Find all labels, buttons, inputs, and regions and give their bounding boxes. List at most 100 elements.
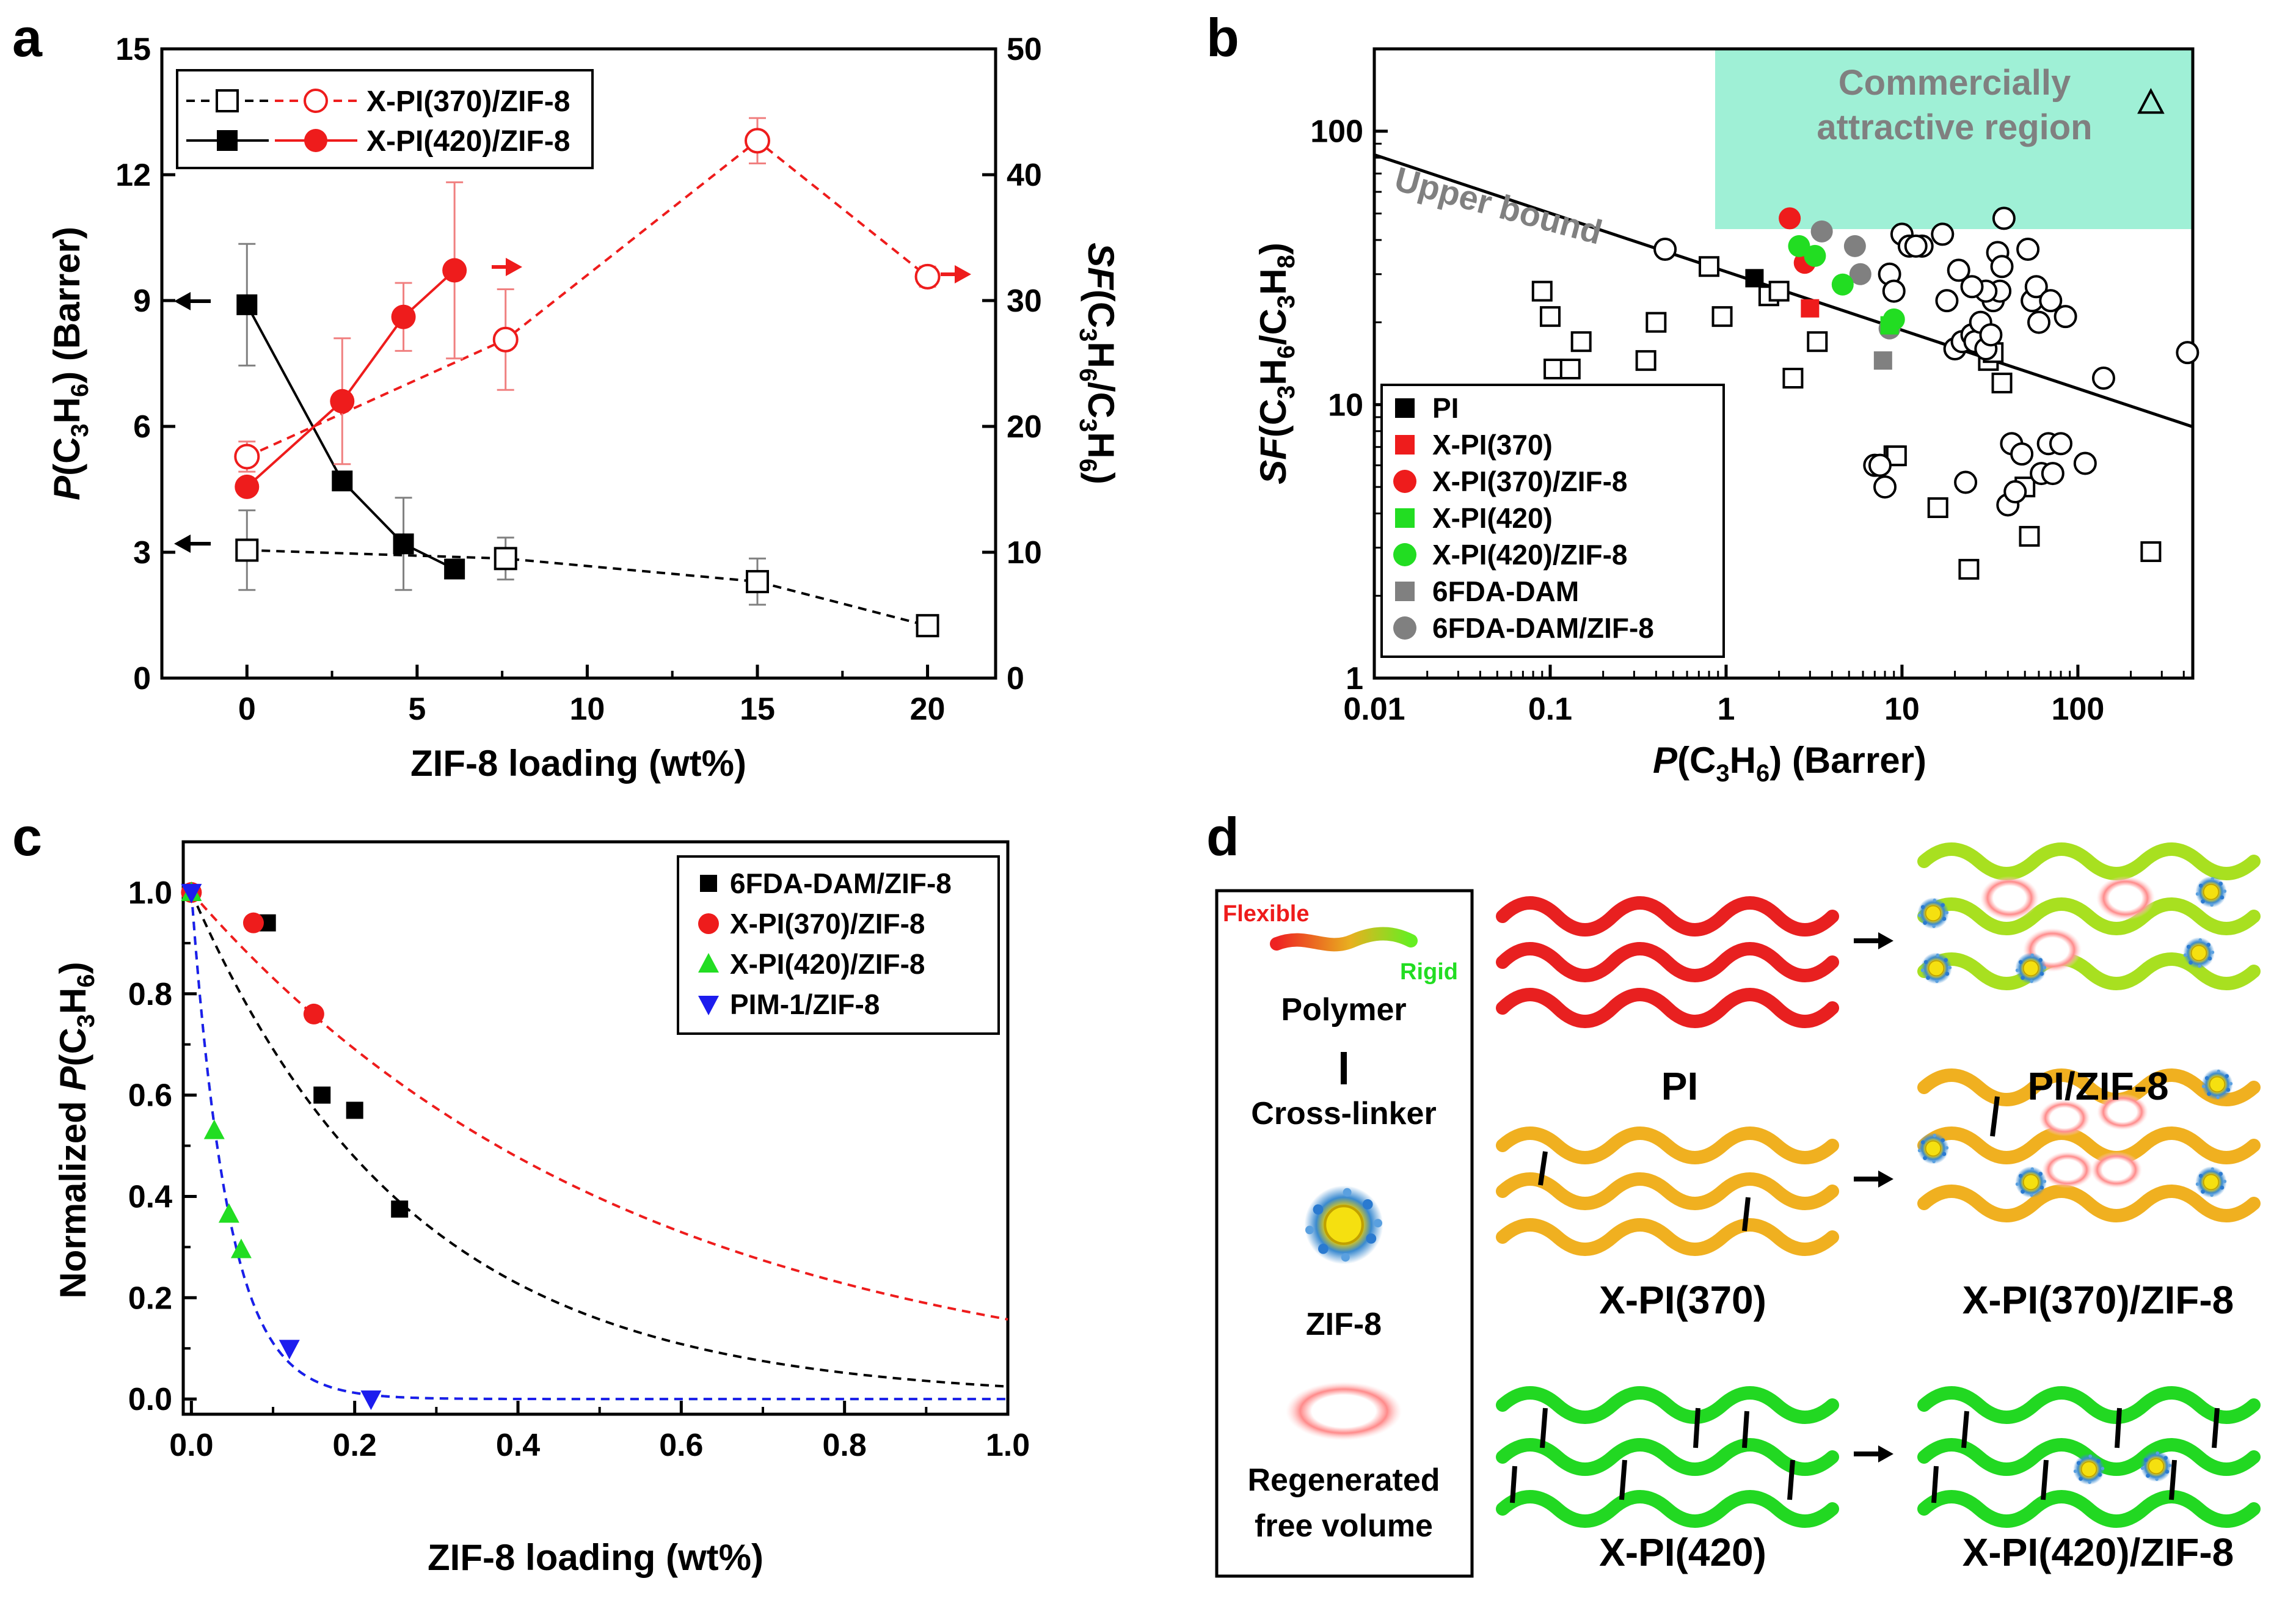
pi-zif8-chain <box>1917 842 2261 880</box>
panel-a-y-tick-label-right: 40 <box>1007 158 1042 193</box>
crosslinker <box>1931 1466 1939 1503</box>
panel-b-region-label-line1: Commercially <box>1839 63 2071 103</box>
panel-c-x-tick-label: 1.0 <box>986 1428 1030 1463</box>
free-volume-pocket <box>2096 876 2155 920</box>
zif8-particle <box>1917 1132 1950 1165</box>
free-volume-pocket <box>2042 1152 2093 1188</box>
panel-c-x-tick-label: 0.6 <box>659 1428 703 1463</box>
panel-a-series-line <box>246 304 456 571</box>
panel-b-data-point <box>1539 306 1561 327</box>
panel-a-data-point <box>391 304 416 329</box>
panel-b-triangle-marker <box>2137 87 2165 114</box>
panel-a-axis-arrows <box>174 258 971 553</box>
panel-c-chart: 0.0 0.2 0.4 0.6 0.8 1.0 0.0 0.2 0.4 0.6 0.8 1.0 6FD… <box>53 840 1030 1578</box>
panel-c-data-point <box>218 1203 239 1223</box>
panel-b-data-point <box>2039 289 2063 313</box>
panel-a-data-point <box>332 470 353 492</box>
panel-b-data-point <box>1745 269 1764 288</box>
xpi370-zif8-chain <box>1917 1126 2261 1164</box>
panel-a-data-point <box>916 614 939 638</box>
panel-a-y-tick-label-right: 10 <box>1007 535 1042 571</box>
panel-a-y-tick-label-right: 30 <box>1007 283 1042 319</box>
panel-b-data-point <box>1788 235 1810 257</box>
panel-b-data-point <box>1831 273 1854 296</box>
panel-c-data-point <box>303 1003 324 1024</box>
panel-a-data-point <box>492 326 519 352</box>
panel-a-y-tick-label-left: 15 <box>115 32 151 67</box>
crosslinker <box>1742 1411 1749 1448</box>
panel-b-chart: Commercially attractive region 0.01 0.1 1 1… <box>1253 47 2199 787</box>
panel-a-data-point <box>494 547 517 571</box>
panel-a-plot-frame <box>160 47 997 680</box>
process-arrow-head <box>1878 1170 1893 1188</box>
panel-c-fit-curve <box>190 891 1008 1321</box>
panel-a-data-point <box>914 263 941 290</box>
panel-a-legend-label-1: X-PI(370)/ZIF-8 <box>366 86 570 118</box>
panel-b-data-point <box>1782 367 1804 389</box>
panel-b-data-point <box>1699 256 1720 277</box>
panel-b-data-point <box>2010 442 2034 466</box>
crosslinker <box>2169 1459 2177 1500</box>
panel-a-y-tick-label-left: 3 <box>133 535 151 571</box>
panel-b-data-point <box>1954 470 1978 494</box>
panel-b-data-point <box>2176 341 2199 365</box>
panel-c-y-tick-label: 0.6 <box>128 1078 172 1114</box>
legend-free-volume-label-line1: Regenerated <box>1248 1462 1440 1498</box>
panel-b-upper-bound-label: Upper bound <box>1391 159 1606 252</box>
panel-a-x-tick-label: 15 <box>740 692 775 727</box>
panel-b-data-point <box>1904 234 1928 258</box>
panel-b-legend-marker <box>1395 398 1415 418</box>
panel-c-legend-label: PIM-1/ZIF-8 <box>730 988 880 1020</box>
panel-b-data-point <box>2091 366 2115 390</box>
panel-b-commercial-region <box>1715 49 2193 229</box>
zif8-particle <box>2072 1453 2105 1486</box>
panel-b-legend-label: X-PI(370) <box>1432 429 1553 461</box>
panel-b-data-point <box>1935 289 1959 313</box>
xpi370-zif8-chain <box>1917 1185 2261 1222</box>
panel-b-legend-marker <box>1395 508 1415 528</box>
crosslinker <box>1540 1408 1548 1448</box>
panel-b-legend-label: 6FDA-DAM <box>1432 575 1579 607</box>
panel-c-plot-frame <box>181 840 1010 1416</box>
panel-b-data-point <box>1711 306 1733 327</box>
pi-zif8-chain <box>1917 897 2261 935</box>
process-arrow-head <box>1878 1445 1893 1462</box>
panel-label-c: c <box>12 806 42 867</box>
panel-b-y-tick-label: 1 <box>1346 661 1363 696</box>
panel-b-legend-label: X-PI(420) <box>1432 502 1553 534</box>
panel-b-data-point <box>1653 238 1677 261</box>
panel-a-y-tick-label-right: 50 <box>1007 32 1042 67</box>
panel-c-data-point <box>360 1390 382 1411</box>
panel-d-schematic: Flexible Rigid Polymer Cross-linker ZIF-… <box>1215 842 2261 1578</box>
panel-b-legend-marker <box>1395 435 1415 455</box>
panel-a-series-line <box>247 549 928 627</box>
panel-b-y-tick-label: 100 <box>1310 114 1363 150</box>
panel-b-data-point <box>1992 206 2016 230</box>
panel-c-legend-marker <box>698 953 719 973</box>
panel-c-x-tick-label: 0.0 <box>169 1428 213 1463</box>
panel-b-x-axis-label: P(C3H6) (Barrer) <box>1653 740 1926 787</box>
row2-left-label: X-PI(370) <box>1599 1278 1766 1322</box>
panel-c-x-tick-label: 0.8 <box>823 1428 867 1463</box>
panel-a-data-point <box>234 444 260 470</box>
panel-c-y-tick-label: 0.8 <box>128 977 172 1012</box>
panel-b-data-point <box>2019 525 2040 547</box>
xpi420-chain <box>1496 1438 1839 1476</box>
panel-b-data-point <box>1779 207 1801 230</box>
panel-b-x-tick-label: 100 <box>2052 692 2105 727</box>
panel-a-y-tick-label-left: 12 <box>115 158 151 193</box>
panel-b-data-point <box>1804 244 1826 267</box>
panel-a-y-tick-label-left: 0 <box>133 661 151 696</box>
zif8-particle <box>2014 952 2047 985</box>
pi-zif8-chain <box>1917 952 2261 990</box>
legend-free-volume-label-line2: free volume <box>1255 1508 1433 1544</box>
panel-b-legend-label: PI <box>1432 392 1459 424</box>
legend-crosslinker-label: Cross-linker <box>1251 1096 1436 1131</box>
panel-label-b: b <box>1206 7 1239 68</box>
panel-a-data-point <box>745 128 770 154</box>
panel-b-data-point <box>2024 275 2048 299</box>
panel-b-plot-frame <box>1372 47 2195 680</box>
panel-b-data-point <box>1868 453 1892 477</box>
panel-a-legend: X-PI(370)/ZIF-8 X-PI(420)/ZIF-8 <box>176 69 594 169</box>
